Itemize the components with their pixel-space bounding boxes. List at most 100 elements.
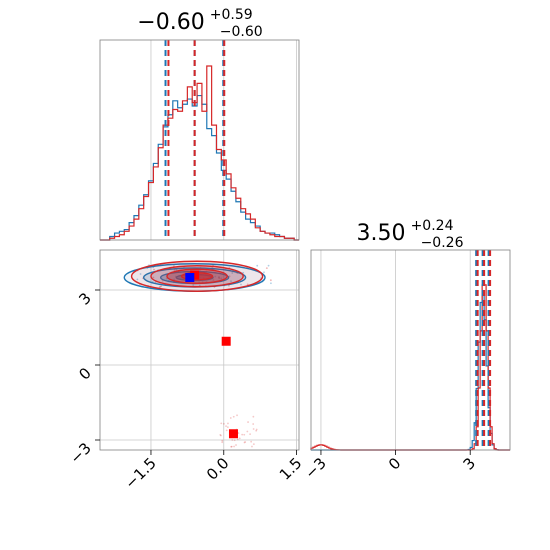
contour-scatter-point — [219, 433, 222, 436]
contour-scatter-point — [217, 276, 220, 279]
panel-hist-param1: −3 0 3 3.50 +0.24 −0.26 — [301, 215, 511, 482]
hist1-xticks: −3 0 3 — [301, 450, 479, 482]
contour-scatter-point — [269, 279, 272, 282]
contour-scatter-point — [173, 269, 176, 272]
contour-scatter-point — [252, 443, 255, 445]
contour-scatter-point — [231, 439, 234, 441]
contour-ytick-label-1: 0 — [75, 364, 94, 383]
hist1-grid — [320, 250, 471, 450]
hist0-title-value: −0.60 — [137, 10, 204, 35]
contour-scatter-point — [220, 434, 222, 437]
contour-scatter-point — [159, 285, 162, 288]
contour-scatter-point — [252, 428, 255, 430]
contour-scatter-point — [251, 445, 253, 448]
contour-scatter-point — [198, 284, 201, 287]
hist1-quantiles — [475, 250, 492, 450]
contour-yticks: −3 0 3 — [66, 289, 100, 467]
contour-markers — [185, 270, 238, 439]
contour-scatter-point — [136, 278, 139, 281]
contour-scatter-point — [249, 433, 251, 436]
contour-scatter-point — [263, 271, 265, 274]
contour-scatter-point — [218, 277, 221, 280]
contour-scatter-point — [236, 414, 238, 417]
contour-scatter-point — [267, 264, 270, 267]
contour-scatter-point — [226, 426, 229, 428]
contour-xtick-label-1: 0.0 — [203, 454, 233, 484]
contour-scatter-point — [227, 422, 229, 425]
contour-scatter-point — [139, 273, 142, 275]
contour-marker-1 — [185, 273, 195, 282]
hist1-title-value: 3.50 — [357, 221, 406, 246]
contour-grid — [100, 250, 299, 450]
contour-scatter-point — [235, 444, 237, 446]
contour-scatter-point — [160, 285, 163, 288]
contour-marker-3 — [228, 429, 238, 439]
contour-frame — [99, 249, 300, 451]
contour-scatter-point — [243, 441, 246, 444]
panel-contour: −1.5 0.0 1.5 −303 — [66, 249, 305, 493]
contour-scatter-point — [220, 277, 223, 280]
hist1-title: 3.50 +0.24 −0.26 — [357, 215, 464, 251]
contour-xtick-label-0: −1.5 — [121, 454, 159, 492]
hist1-xtick-label-2: 3 — [460, 454, 479, 473]
contour-scatter-point — [255, 428, 258, 431]
contour-scatter-point — [230, 280, 232, 283]
contour-scatter-point — [152, 276, 155, 279]
contour-scatter-point — [225, 425, 227, 428]
contour-scatter-point — [173, 278, 176, 281]
hist0-title-minus: −0.60 — [220, 24, 263, 40]
hist0-series-0 — [100, 94, 299, 241]
contour-scatter-point — [230, 445, 233, 448]
contour-scatter-point — [256, 264, 259, 267]
contour-scatter-point — [225, 429, 228, 432]
contour-scatter-point — [252, 423, 255, 425]
contour-scatter-point — [221, 439, 224, 442]
contour-scatter-point — [231, 272, 234, 274]
hist1-title-plus: +0.24 — [411, 218, 454, 234]
contour-scatter-point — [240, 283, 242, 286]
contour-scatter-point — [242, 271, 245, 274]
contour-scatter-point — [214, 275, 217, 278]
panel-hist-param0: −0.60 +0.59 −0.60 — [99, 4, 300, 241]
contour-scatter-point — [247, 421, 249, 423]
contour-ytick-label-0: −3 — [66, 439, 94, 467]
hist0-frame — [99, 39, 300, 241]
contour-scatter-point — [265, 267, 268, 270]
contour-scatter-point — [228, 284, 230, 287]
hist0-series — [100, 65, 299, 241]
contour-scatter-point — [220, 422, 223, 425]
contour-scatter-point — [153, 268, 155, 271]
hist0-series-1 — [100, 65, 299, 241]
contour-scatter-point — [230, 445, 233, 448]
contour-scatter-point — [229, 417, 232, 419]
contour-scatter-point — [192, 284, 195, 286]
contour-marker-2 — [221, 336, 231, 346]
hist1-xtick-label-1: 0 — [385, 454, 404, 473]
contour-scatter-point — [243, 433, 246, 436]
hist1-frame — [310, 249, 511, 451]
hist1-title-minus: −0.26 — [421, 235, 464, 251]
contour-scatter-point — [218, 276, 220, 278]
contour-scatter-point — [233, 439, 236, 442]
contour-scatter-point — [244, 441, 247, 443]
hist0-title: −0.60 +0.59 −0.60 — [137, 4, 262, 40]
contour-scatter-point — [255, 429, 258, 432]
contour-scatter-point — [233, 445, 235, 448]
contour-scatter-point — [232, 415, 235, 418]
contour-scatter-point — [236, 438, 239, 441]
hist1-series — [310, 284, 510, 451]
contour-scatter-point — [252, 415, 255, 418]
contour-scatter-point — [246, 430, 249, 433]
contour-scatter-point — [222, 422, 225, 425]
contour-scatter-point — [212, 279, 215, 281]
contour-scatter-point — [270, 282, 272, 285]
contour-scatter-point — [221, 441, 224, 444]
hist1-xtick-label-0: −3 — [301, 454, 329, 482]
contour-scatter-point — [246, 283, 249, 286]
contour-ytick-label-2: 3 — [75, 289, 94, 308]
contour-scatter-point — [238, 437, 241, 440]
contour-scatter-point — [241, 433, 244, 436]
hist0-quantiles — [164, 40, 226, 240]
contour-xticks: −1.5 0.0 1.5 — [121, 450, 305, 493]
